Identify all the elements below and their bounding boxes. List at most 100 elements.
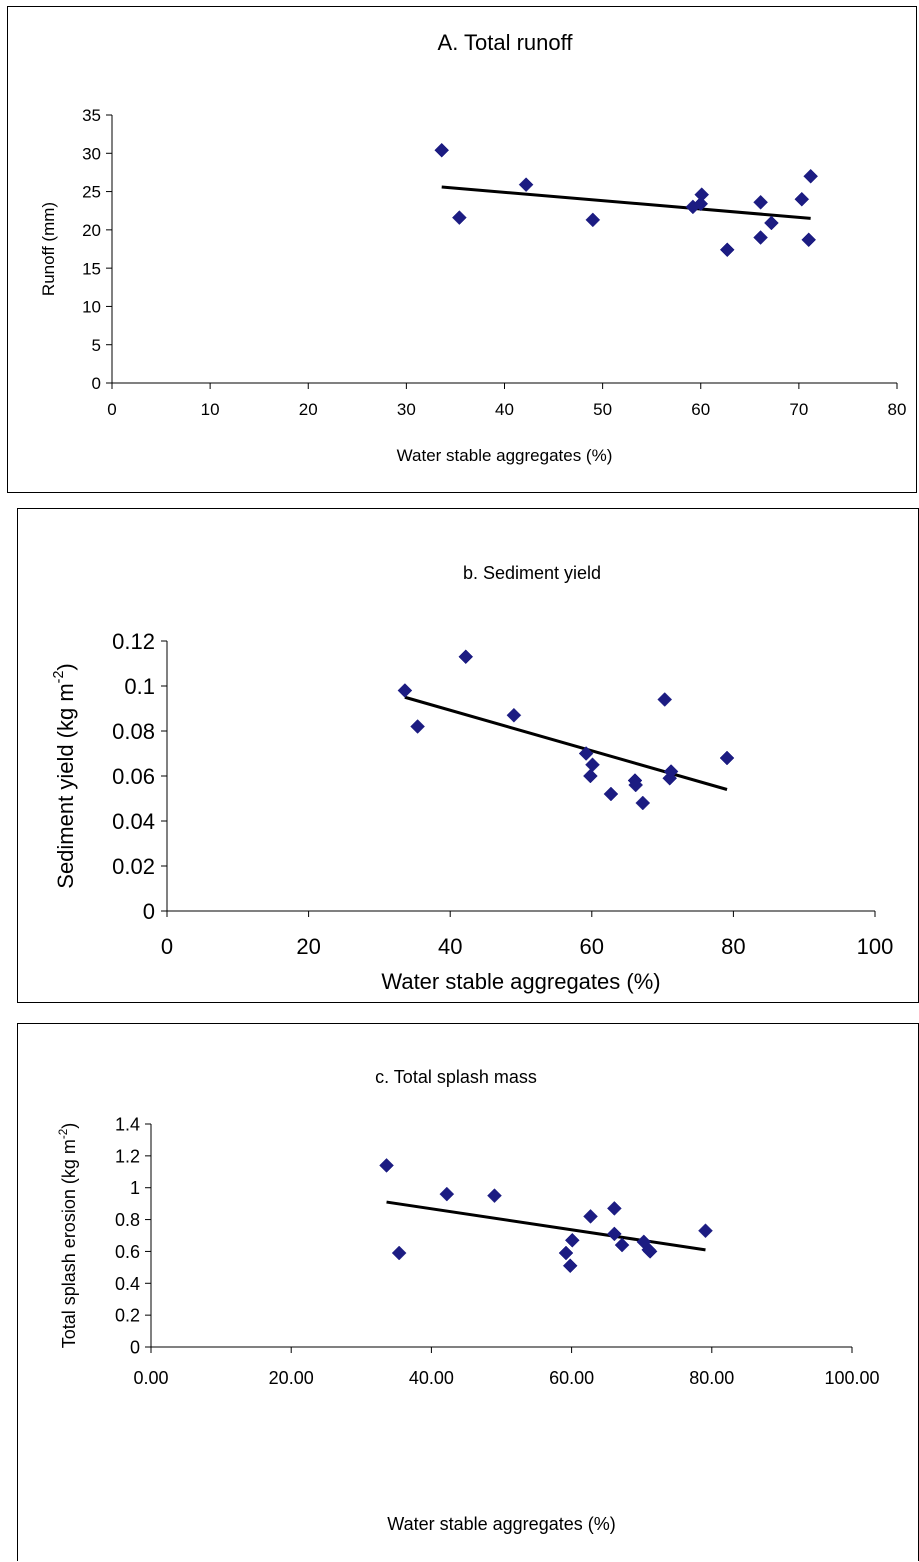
- x-tick-label: 50: [593, 400, 612, 419]
- y-axis-label: Total splash erosion (kg m-2): [57, 1123, 79, 1349]
- y-tick-label: 1.2: [115, 1146, 140, 1166]
- x-tick-label: 60: [580, 934, 604, 959]
- x-axis-label: Water stable aggregates (%): [387, 1514, 615, 1534]
- x-tick-label: 20.00: [269, 1368, 314, 1388]
- y-tick-label: 25: [82, 183, 101, 202]
- data-point: [694, 187, 710, 202]
- data-point: [410, 719, 425, 734]
- data-point: [518, 177, 534, 193]
- x-tick-label: 10: [201, 400, 220, 419]
- x-tick-label: 0: [107, 400, 116, 419]
- data-point: [801, 232, 817, 248]
- y-axis-label-superscript: -2: [51, 671, 67, 684]
- y-tick-label: 1.4: [115, 1114, 140, 1134]
- data-point: [434, 142, 450, 158]
- y-tick-label: 0: [130, 1337, 140, 1357]
- data-point: [719, 750, 735, 766]
- chart-title: A. Total runoff: [438, 30, 574, 55]
- y-tick-label: 0.1: [124, 674, 155, 699]
- data-point: [607, 1201, 622, 1216]
- runoff-chart-panel: A. Total runoff 0 5 10 15 20 25 30 35 0 10 20 30 40 50…: [7, 6, 917, 493]
- y-tick-label: 0: [143, 899, 155, 924]
- y-axis-label: Runoff (mm): [39, 202, 58, 296]
- data-point: [794, 191, 810, 207]
- sediment-chart: b. Sediment yield 0 0.02 0.04 0.06 0.08 0.1 0.1…: [51, 563, 894, 994]
- x-tick-label: 100.00: [824, 1368, 879, 1388]
- y-axis-label-main: Sediment yield (kg m: [53, 683, 78, 888]
- x-tick-label: 0.00: [133, 1368, 168, 1388]
- x-tick-label: 80.00: [689, 1368, 734, 1388]
- data-point: [458, 649, 474, 665]
- y-axis-label: Sediment yield (kg m-2): [51, 663, 78, 888]
- data-point: [558, 1245, 574, 1261]
- y-tick-label: 0.08: [112, 719, 155, 744]
- y-tick-label: 0: [92, 374, 101, 393]
- x-tick-label: 100: [857, 934, 894, 959]
- x-tick-label: 40: [495, 400, 514, 419]
- data-point: [564, 1232, 580, 1248]
- data-point: [379, 1158, 394, 1173]
- data-point: [585, 757, 600, 773]
- data-point: [642, 1244, 658, 1259]
- data-point: [663, 764, 679, 779]
- trend-line: [386, 1200, 706, 1252]
- y-axis-label-superscript: -2: [57, 1129, 70, 1139]
- x-tick-label: 30: [397, 400, 416, 419]
- y-tick-label: 0.4: [115, 1274, 140, 1294]
- data-point: [693, 196, 709, 212]
- data-point: [583, 1209, 598, 1224]
- x-tick-label: 40: [438, 934, 462, 959]
- splash-chart-panel: c. Total splash mass 0 0.2 0.4 0.6 0.8 1 1.2 1.4…: [17, 1023, 919, 1561]
- data-point: [764, 215, 779, 231]
- x-tick-label: 60.00: [549, 1368, 594, 1388]
- data-point: [439, 1186, 455, 1202]
- x-tick-label: 20: [299, 400, 318, 419]
- data-point: [562, 1258, 578, 1274]
- y-tick-label: 0.8: [115, 1210, 140, 1230]
- y-axis-label-main: Runoff (mm): [39, 202, 58, 296]
- data-point: [635, 795, 651, 811]
- y-tick-label: 0.06: [112, 764, 155, 789]
- x-tick-label: 0: [161, 934, 173, 959]
- sediment-chart-panel: b. Sediment yield 0 0.02 0.04 0.06 0.08 0.1 0.1…: [17, 508, 919, 1003]
- x-axis-label: Water stable aggregates (%): [381, 969, 660, 994]
- y-tick-label: 0.02: [112, 854, 155, 879]
- y-tick-label: 15: [82, 259, 101, 278]
- x-tick-label: 70: [789, 400, 808, 419]
- data-point: [719, 242, 735, 258]
- y-tick-label: 0.04: [112, 809, 155, 834]
- data-point: [391, 1245, 407, 1261]
- data-point: [607, 1226, 622, 1242]
- data-point: [397, 683, 413, 698]
- y-tick-label: 1: [130, 1178, 140, 1198]
- data-point: [753, 230, 768, 245]
- data-point: [614, 1237, 630, 1253]
- trend-line: [441, 185, 811, 220]
- y-tick-label: 35: [82, 106, 101, 125]
- data-point: [698, 1223, 713, 1239]
- data-point: [452, 210, 467, 225]
- x-axis-label: Water stable aggregates (%): [397, 446, 613, 465]
- data-point: [657, 692, 673, 707]
- x-tick-label: 80: [721, 934, 745, 959]
- y-tick-label: 0.6: [115, 1242, 140, 1262]
- data-point: [578, 746, 594, 761]
- splash-chart: c. Total splash mass 0 0.2 0.4 0.6 0.8 1 1.2 1.4…: [57, 1067, 880, 1534]
- y-tick-label: 30: [82, 144, 101, 163]
- y-tick-label: 20: [82, 221, 101, 240]
- data-point: [487, 1188, 502, 1204]
- y-tick-label: 10: [82, 298, 101, 317]
- data-point: [583, 768, 598, 784]
- data-point: [753, 194, 768, 210]
- x-tick-label: 40.00: [409, 1368, 454, 1388]
- y-axis-label-close: ): [53, 663, 78, 670]
- data-point: [603, 786, 619, 802]
- data-point: [506, 707, 522, 723]
- y-axis-label-close: ): [59, 1123, 79, 1129]
- data-point: [628, 777, 644, 793]
- data-point: [803, 168, 819, 184]
- y-tick-label: 0.12: [112, 629, 155, 654]
- x-tick-label: 20: [296, 934, 320, 959]
- y-axis-label-main: Total splash erosion (kg m: [59, 1139, 79, 1348]
- data-point: [585, 212, 601, 228]
